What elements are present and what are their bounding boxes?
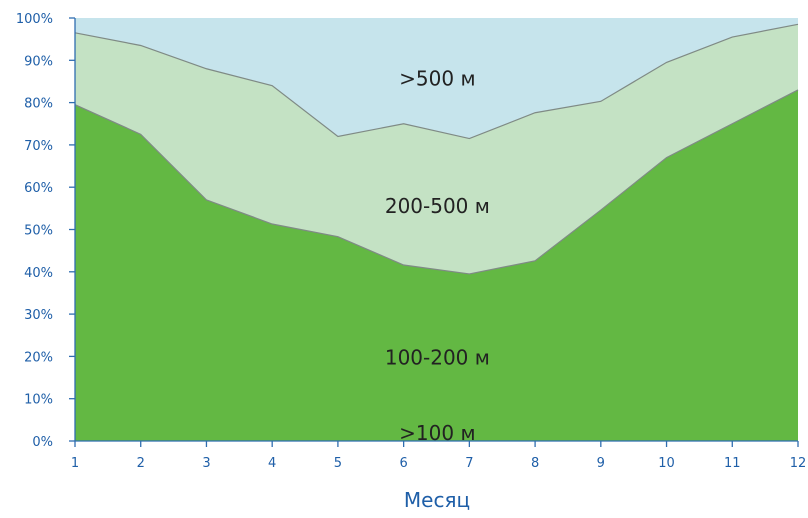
y-tick-label: 100% xyxy=(16,12,53,27)
y-tick-label: 70% xyxy=(24,139,53,154)
x-tick-label: 6 xyxy=(399,456,407,471)
x-axis-title: Месяц xyxy=(404,488,470,512)
y-tick-label: 20% xyxy=(24,350,53,365)
x-tick-label: 1 xyxy=(71,456,79,471)
x-tick-label: 2 xyxy=(137,456,145,471)
boundary-line-2 xyxy=(74,89,799,275)
x-tick-label: 4 xyxy=(268,456,276,471)
x-tick-label: 5 xyxy=(334,456,342,471)
y-axis-ticks: 0% 10% 20% 30% 40% 50% 60% 70% 80% 90% 100% xyxy=(16,12,75,450)
y-tick-label: 40% xyxy=(24,266,53,281)
area-labels: >100 м 100-200 м 200-500 м >500 м xyxy=(385,66,490,445)
x-tick-label: 10 xyxy=(658,456,675,471)
area-label-2: 100-200 м xyxy=(385,345,490,369)
area-series-2-100-200 xyxy=(75,89,798,441)
y-tick-label: 30% xyxy=(24,308,53,323)
x-axis-ticks: 1 2 3 4 5 6 7 8 9 10 11 12 xyxy=(71,441,806,471)
area-label-3: 200-500 м xyxy=(385,194,490,218)
area-series-4-500 xyxy=(75,18,798,139)
x-tick-label: 9 xyxy=(597,456,605,471)
y-tick-label: 80% xyxy=(24,97,53,112)
area-label-1: >100 м xyxy=(399,421,475,445)
x-tick-label: 3 xyxy=(202,456,210,471)
y-tick-label: 60% xyxy=(24,181,53,196)
y-tick-label: 90% xyxy=(24,54,53,69)
y-tick-label: 50% xyxy=(24,224,53,239)
x-tick-label: 8 xyxy=(531,456,539,471)
series-boundary-lines xyxy=(74,23,799,275)
area-label-4: >500 м xyxy=(399,66,475,90)
chart-areas xyxy=(75,18,798,441)
area-series-3-200-500 xyxy=(75,24,798,274)
y-tick-label: 0% xyxy=(32,435,53,450)
boundary-line-3 xyxy=(74,23,799,140)
x-tick-label: 12 xyxy=(790,456,807,471)
x-tick-label: 7 xyxy=(465,456,473,471)
x-tick-label: 11 xyxy=(724,456,741,471)
y-tick-label: 10% xyxy=(24,393,53,408)
